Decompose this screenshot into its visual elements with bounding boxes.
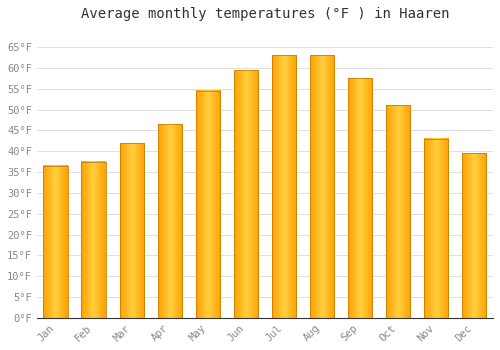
Bar <box>424 139 448 318</box>
Bar <box>44 166 68 318</box>
Bar <box>158 124 182 318</box>
Bar <box>82 162 106 318</box>
Bar <box>462 153 486 318</box>
Bar <box>120 143 144 318</box>
Title: Average monthly temperatures (°F ) in Haaren: Average monthly temperatures (°F ) in Ha… <box>80 7 449 21</box>
Bar <box>310 55 334 318</box>
Bar <box>196 91 220 318</box>
Bar <box>348 78 372 318</box>
Bar <box>234 70 258 318</box>
Bar <box>386 105 410 318</box>
Bar <box>272 55 296 318</box>
